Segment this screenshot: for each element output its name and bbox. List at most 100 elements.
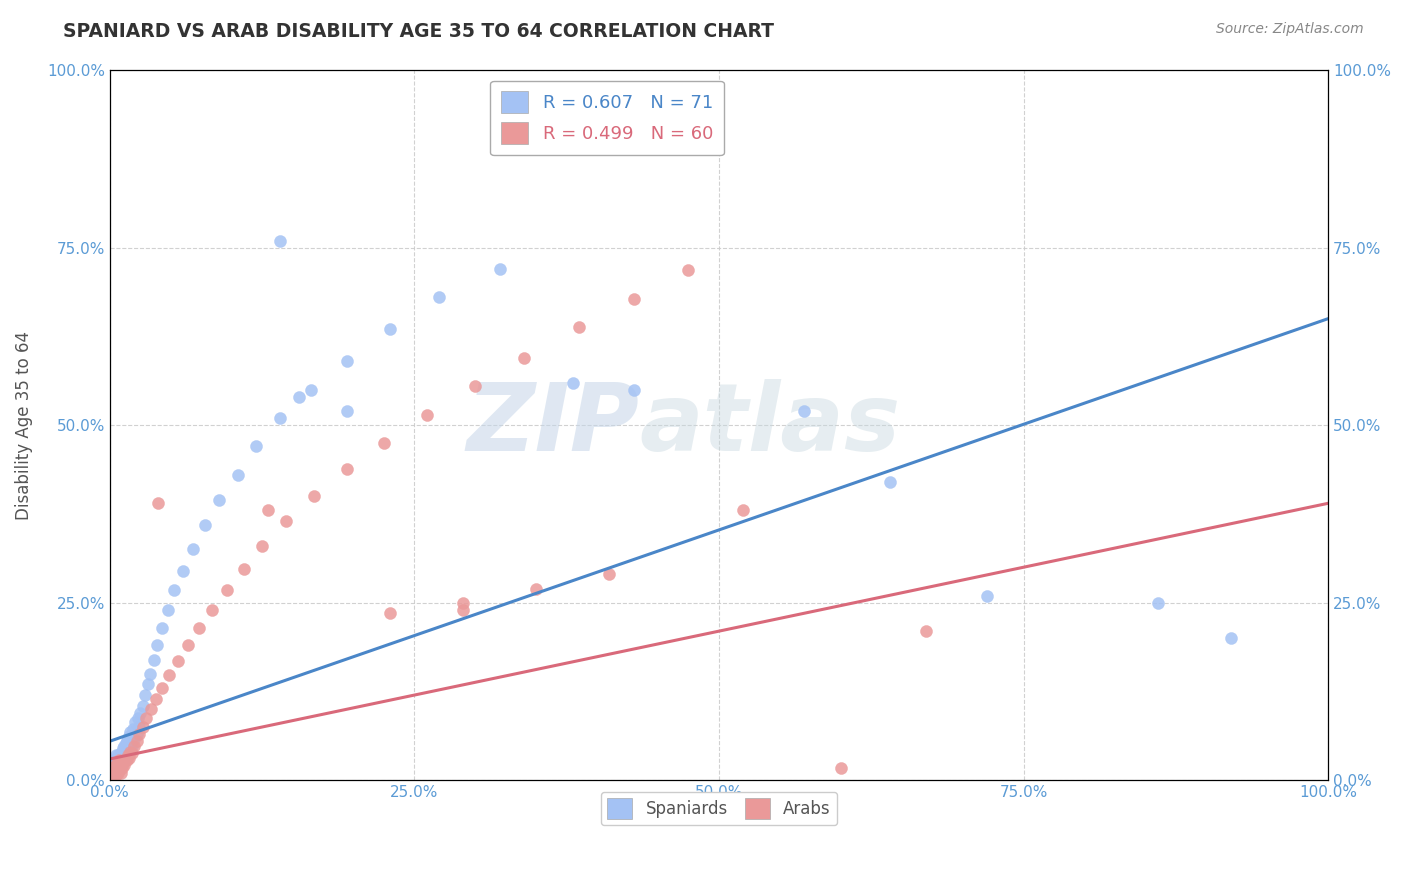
Point (108, 763, 131, 777)
Point (167, 654, 190, 668)
Point (103, 757, 125, 772)
Point (121, 747, 143, 761)
Point (112, 741, 135, 756)
Point (117, 747, 139, 761)
Point (177, 638, 200, 652)
Point (135, 711, 157, 725)
Point (122, 722, 145, 736)
Point (269, 411, 291, 425)
Point (107, 748, 129, 763)
Point (915, 624, 938, 639)
Point (104, 748, 127, 763)
Point (112, 752, 135, 766)
Point (208, 492, 231, 507)
Point (415, 408, 437, 422)
Point (194, 517, 217, 532)
Point (568, 320, 591, 334)
Point (136, 677, 159, 691)
Point (104, 759, 127, 773)
Point (103, 763, 125, 777)
Point (105, 753, 128, 767)
Point (793, 404, 815, 418)
Point (187, 621, 209, 635)
Point (111, 745, 134, 759)
Point (124, 714, 146, 729)
Point (128, 727, 150, 741)
Point (103, 766, 125, 780)
Point (159, 668, 181, 682)
Point (245, 440, 267, 454)
Text: ZIP: ZIP (467, 379, 640, 471)
Point (598, 567, 620, 582)
Point (120, 745, 142, 759)
Point (121, 739, 143, 754)
Point (122, 732, 145, 747)
Point (464, 379, 486, 393)
Point (561, 376, 583, 390)
Point (110, 757, 132, 772)
Point (131, 698, 153, 713)
Point (373, 436, 395, 450)
Point (830, 760, 852, 774)
Point (150, 621, 173, 635)
Point (336, 404, 359, 418)
Point (201, 603, 224, 617)
Point (107, 766, 129, 780)
Point (1219, 632, 1241, 646)
Point (172, 564, 194, 578)
Point (112, 739, 135, 754)
Point (623, 292, 645, 306)
Point (122, 739, 145, 754)
Point (150, 681, 173, 695)
Point (215, 582, 238, 597)
Point (115, 748, 138, 763)
Point (104, 764, 127, 779)
Point (107, 757, 129, 772)
Point (112, 756, 135, 770)
Point (146, 638, 169, 652)
Point (110, 747, 132, 761)
Point (101, 763, 124, 777)
Point (269, 234, 291, 248)
Point (141, 702, 163, 716)
Point (427, 290, 450, 304)
Point (976, 589, 998, 603)
Point (120, 725, 142, 739)
Point (104, 752, 127, 766)
Point (142, 652, 165, 666)
Point (378, 322, 401, 336)
Point (103, 770, 125, 784)
Point (105, 756, 128, 770)
Point (115, 734, 138, 748)
Point (163, 582, 186, 597)
Point (104, 764, 127, 779)
Point (131, 720, 153, 734)
Y-axis label: Disability Age 35 to 64: Disability Age 35 to 64 (15, 331, 32, 520)
Point (678, 263, 700, 277)
Point (181, 542, 204, 557)
Point (488, 261, 510, 276)
Point (110, 759, 132, 773)
Point (114, 736, 136, 750)
Point (524, 582, 547, 596)
Point (127, 711, 149, 725)
Point (276, 514, 298, 528)
Point (129, 706, 152, 720)
Point (134, 688, 156, 702)
Point (101, 767, 124, 781)
Point (378, 607, 401, 621)
Text: Source: ZipAtlas.com: Source: ZipAtlas.com (1216, 22, 1364, 37)
Point (118, 750, 141, 764)
Point (1146, 596, 1168, 610)
Point (107, 759, 129, 773)
Point (145, 691, 167, 706)
Point (336, 462, 359, 476)
Point (118, 743, 141, 757)
Point (623, 383, 645, 397)
Point (128, 720, 150, 734)
Point (117, 732, 139, 747)
Point (287, 390, 309, 404)
Point (226, 467, 249, 482)
Point (257, 503, 280, 517)
Text: atlas: atlas (640, 379, 901, 471)
